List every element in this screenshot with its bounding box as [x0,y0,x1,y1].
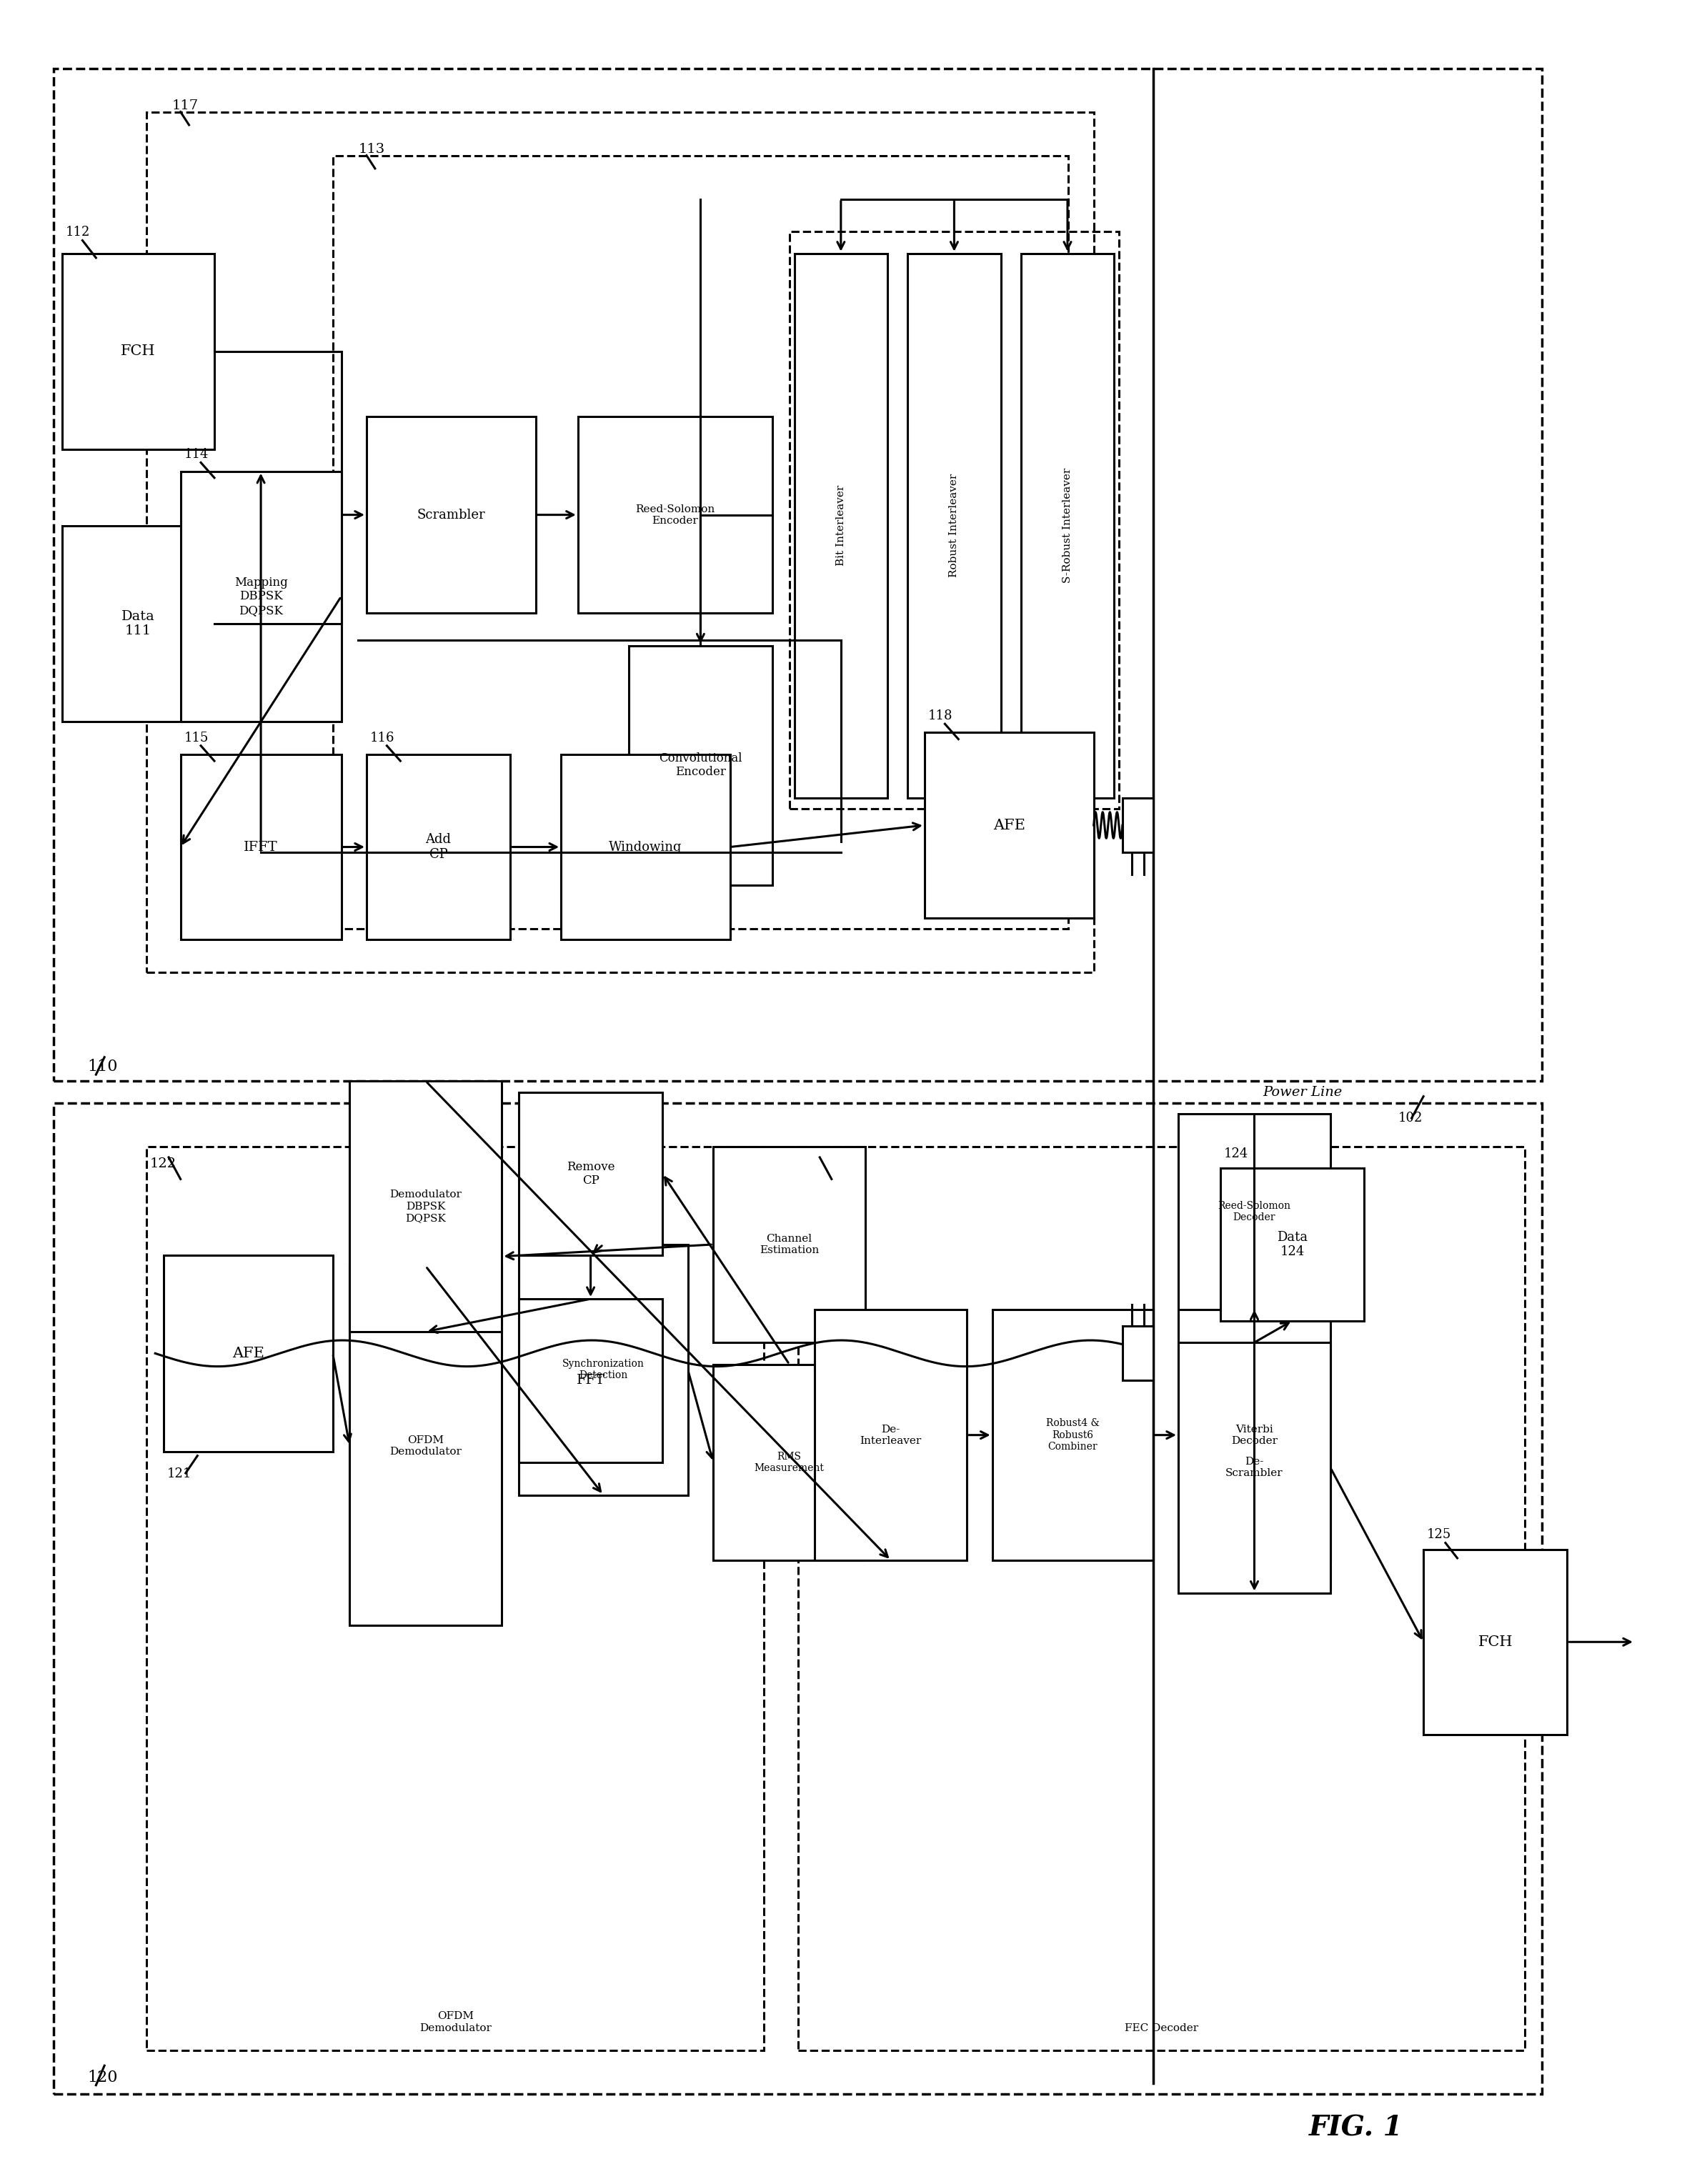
Bar [1122,797,1152,852]
Text: Synchronization
Detection: Synchronization Detection [562,1358,645,1380]
Text: RMS
Measurement: RMS Measurement [755,1452,825,1472]
Text: OFDM
Demodulator: OFDM Demodulator [390,1435,462,1457]
Text: Robust Interleaver: Robust Interleaver [949,474,959,577]
Text: AFE: AFE [993,819,1025,832]
Text: FEC Decoder: FEC Decoder [1125,2022,1198,2033]
Text: Viterbi
Decoder: Viterbi Decoder [1230,1424,1278,1446]
Bar [908,253,1001,797]
Text: IFFT: IFFT [244,841,278,854]
Bar [993,1310,1152,1559]
Bar [1220,1168,1364,1321]
Text: Remove
CP: Remove CP [567,1160,614,1186]
Text: De-
Interleaver: De- Interleaver [860,1424,921,1446]
Text: AFE: AFE [232,1348,265,1361]
Text: FIG. 1: FIG. 1 [1308,2114,1403,2143]
Bar [333,155,1069,928]
Bar [1178,1310,1330,1559]
Bar [1424,1548,1568,1734]
Text: Power Line: Power Line [1263,1085,1342,1099]
Bar [925,732,1093,917]
Text: 121: 121 [166,1468,192,1481]
Bar [367,753,511,939]
Bar [794,253,888,797]
Bar [63,253,214,450]
Bar [163,1256,333,1452]
Text: Windowing: Windowing [609,841,682,854]
Bar [350,1081,502,1332]
Text: Reed-Solomon
Encoder: Reed-Solomon Encoder [635,505,714,526]
Bar [1178,1114,1330,1310]
Bar [350,1267,502,1625]
Text: 110: 110 [88,1059,117,1075]
Text: FEC Encoder: FEC Encoder [614,911,694,922]
Bar [519,1092,662,1256]
Bar [54,1103,1543,2094]
Bar [579,417,772,614]
Bar [146,1147,764,2051]
Bar [713,1147,865,1343]
Bar [1122,1326,1152,1380]
Text: De-
Scrambler: De- Scrambler [1225,1457,1283,1479]
Text: 120: 120 [88,2070,117,2086]
Text: 125: 125 [1427,1529,1451,1542]
Bar [815,1310,967,1559]
Text: FFT: FFT [577,1374,604,1387]
Bar [54,68,1543,1081]
Text: Convolutional
Encoder: Convolutional Encoder [658,751,742,778]
Bar [789,232,1118,808]
Bar [519,1299,662,1463]
Bar [713,1365,865,1559]
Bar [519,1245,687,1494]
Bar [367,417,536,614]
Text: Scrambler: Scrambler [417,509,485,522]
Bar [63,526,214,721]
Text: Data
124: Data 124 [1278,1230,1308,1258]
Text: OFDM
Demodulator: OFDM Demodulator [419,2011,492,2033]
Bar [628,646,772,885]
Text: Data
111: Data 111 [122,609,154,638]
Text: 117: 117 [171,98,199,111]
Text: Bit Interleaver: Bit Interleaver [837,485,845,566]
Text: 116: 116 [370,732,395,745]
Text: Demodulator
DBPSK
DQPSK: Demodulator DBPSK DQPSK [390,1190,462,1223]
Bar [1178,1343,1330,1592]
Text: 115: 115 [183,732,209,745]
Text: 113: 113 [358,142,385,155]
Text: 118: 118 [928,710,952,723]
Text: FCH: FCH [120,345,156,358]
Text: 124: 124 [1224,1147,1249,1160]
Bar [1022,253,1113,797]
Text: 122: 122 [149,1158,176,1171]
Bar [146,111,1093,972]
Text: S-Robust Interleaver: S-Robust Interleaver [1062,467,1073,583]
Text: 112: 112 [66,225,90,238]
Text: Reed-Solomon
Decoder: Reed-Solomon Decoder [1218,1201,1291,1223]
Bar [798,1147,1526,2051]
Text: Channel
Estimation: Channel Estimation [760,1234,820,1256]
Text: Robust4 &
Robust6
Combiner: Robust4 & Robust6 Combiner [1045,1417,1100,1452]
Text: 114: 114 [183,448,209,461]
Text: FCH: FCH [1478,1636,1512,1649]
Bar [180,753,341,939]
Bar [562,753,730,939]
Text: 123: 123 [801,1158,828,1171]
Text: 102: 102 [1398,1112,1422,1125]
Text: Mapping
DBPSK
DQPSK: Mapping DBPSK DQPSK [234,577,287,616]
Bar [180,472,341,721]
Text: Add
CP: Add CP [426,832,451,860]
